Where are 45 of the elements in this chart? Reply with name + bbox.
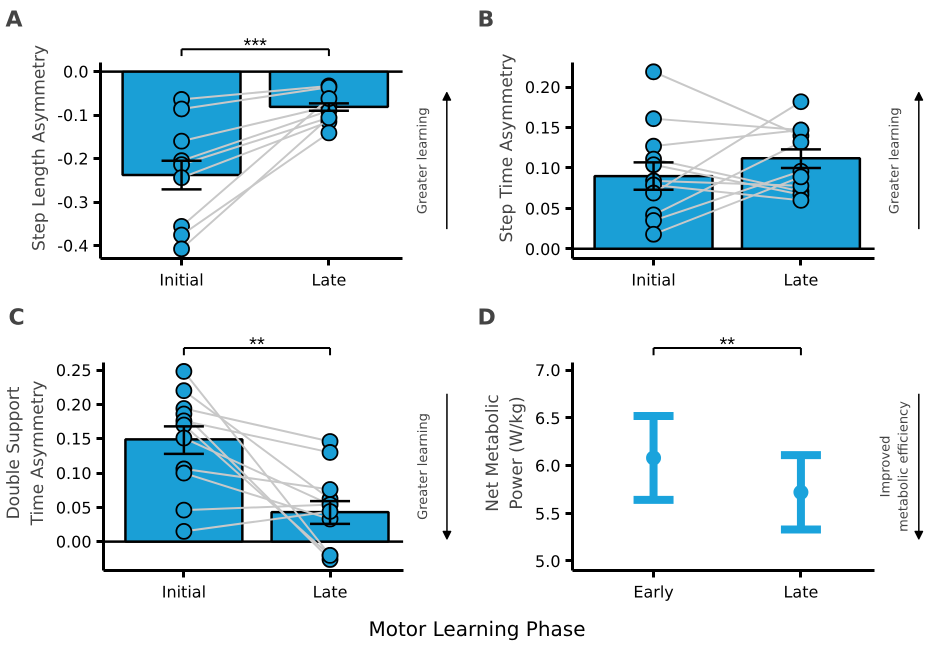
chart-title: A bbox=[6, 8, 23, 32]
x-tick-label: Late bbox=[312, 270, 346, 290]
x-tick-label: Late bbox=[784, 270, 818, 290]
text: Greater learning bbox=[888, 107, 903, 214]
text: ** bbox=[719, 334, 736, 356]
chart-title: D bbox=[478, 306, 496, 330]
x-tick-label: Initial bbox=[631, 270, 676, 290]
y-tick-label: 0.05 bbox=[56, 498, 92, 518]
text: ** bbox=[249, 334, 265, 356]
x-tick-label: Late bbox=[312, 582, 348, 602]
y-tick-label: 0.15 bbox=[56, 430, 92, 449]
x-axis-title: Motor Learning Phase bbox=[368, 616, 586, 643]
y-axis-title: Step Length Asymmetry bbox=[29, 44, 50, 251]
y-tick-label: 0.0 bbox=[63, 62, 89, 82]
y-tick-label: 6.5 bbox=[535, 408, 561, 428]
text: Greater learning bbox=[416, 413, 432, 520]
y-tick-label: 5.0 bbox=[535, 552, 561, 571]
chart-title: C bbox=[8, 306, 25, 330]
y-tick-label: -0.1 bbox=[57, 106, 88, 126]
y-tick-label: 0.20 bbox=[524, 78, 560, 98]
x-tick-label: Initial bbox=[159, 270, 204, 290]
y-tick-label: 0.00 bbox=[524, 240, 560, 259]
y-tick-label: 7.0 bbox=[535, 361, 561, 380]
y-axis-title: Double Support Time Asymmetry bbox=[4, 380, 48, 526]
chart-title: B bbox=[478, 8, 494, 32]
y-tick-label: 6.0 bbox=[535, 456, 561, 476]
x-tick-label: Initial bbox=[162, 582, 206, 602]
y-tick-label: 0.25 bbox=[56, 361, 92, 380]
y-tick-label: -0.3 bbox=[57, 193, 88, 212]
y-tick-label: 0.00 bbox=[56, 532, 92, 552]
y-axis-title: Step Time Asymmetry bbox=[496, 54, 517, 242]
y-tick-label: 0.20 bbox=[56, 395, 92, 414]
x-tick-label: Early bbox=[633, 582, 674, 602]
y-tick-label: 5.5 bbox=[535, 504, 561, 524]
text: Improved metabolic efficiency bbox=[878, 400, 912, 532]
y-axis-title: Net Metabolic Power (W/kg) bbox=[483, 394, 528, 512]
y-tick-label: -0.4 bbox=[57, 236, 88, 256]
y-tick-label: 0.10 bbox=[56, 464, 92, 484]
text: *** bbox=[244, 35, 268, 58]
x-tick-label: Late bbox=[784, 582, 818, 602]
y-tick-label: 0.15 bbox=[524, 118, 560, 138]
y-tick-label: 0.10 bbox=[524, 158, 560, 178]
y-tick-label: -0.2 bbox=[57, 150, 88, 169]
y-tick-label: 0.05 bbox=[524, 199, 560, 218]
text: Greater learning bbox=[416, 107, 431, 214]
